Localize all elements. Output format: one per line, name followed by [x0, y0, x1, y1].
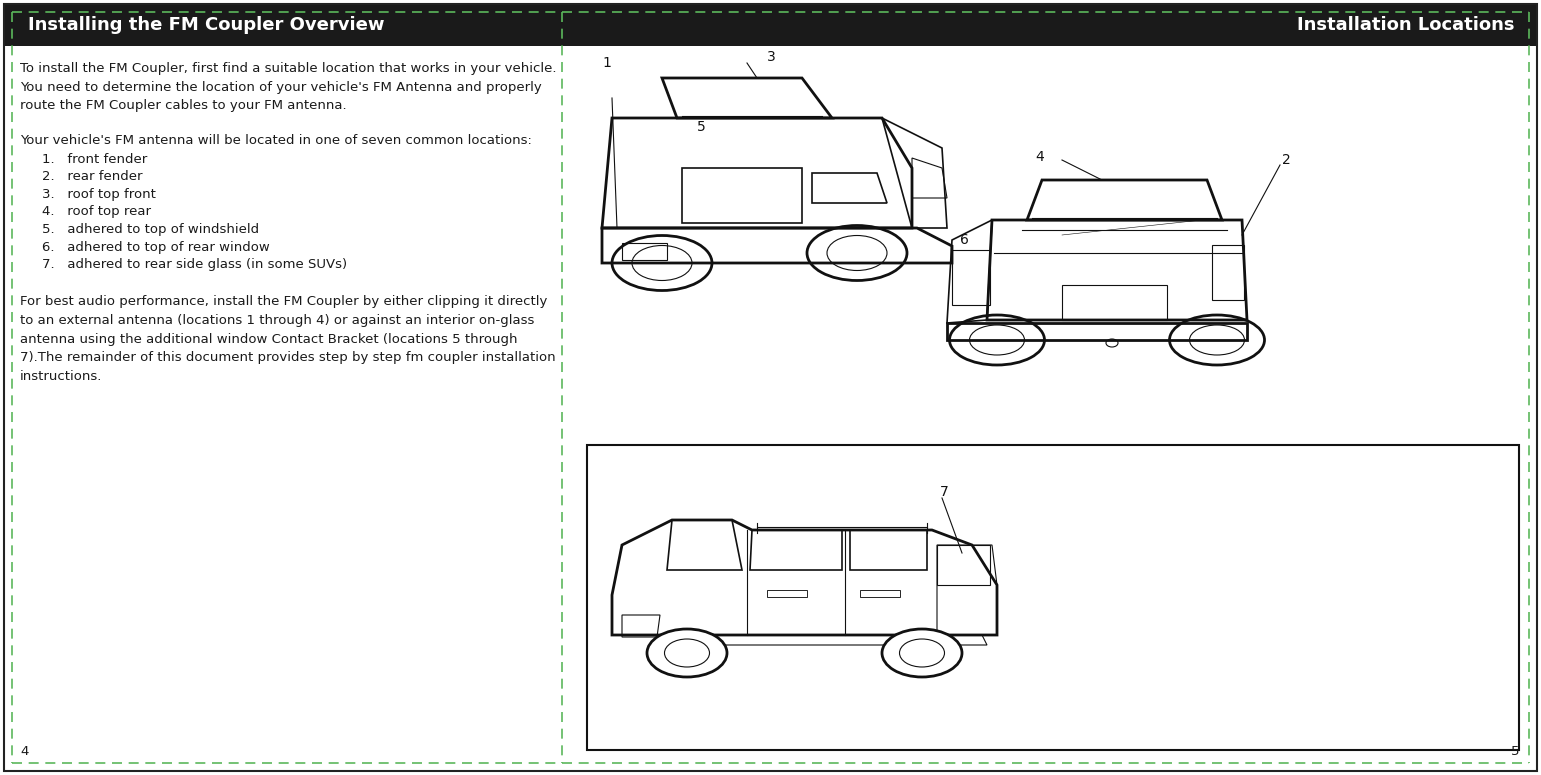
Text: 3: 3	[767, 50, 775, 64]
Text: 5: 5	[697, 120, 706, 134]
Bar	[587, 445, 1519, 750]
Text: For best audio performance, install the FM Coupler by either clipping it directl: For best audio performance, install the …	[20, 295, 556, 383]
Text: 4: 4	[20, 745, 28, 758]
Bar	[5, 4, 1536, 46]
Text: 1: 1	[603, 56, 612, 70]
Text: 6: 6	[960, 233, 969, 247]
Ellipse shape	[647, 629, 727, 677]
Text: 5.   adhered to top of windshield: 5. adhered to top of windshield	[42, 223, 259, 236]
Text: To install the FM Coupler, first find a suitable location that works in your veh: To install the FM Coupler, first find a …	[20, 62, 556, 112]
Ellipse shape	[881, 629, 962, 677]
Text: 7: 7	[940, 485, 949, 499]
Text: 4: 4	[1036, 150, 1043, 164]
Text: 2: 2	[1282, 153, 1291, 167]
Text: Installation Locations: Installation Locations	[1298, 16, 1515, 34]
Text: 7.   adhered to rear side glass (in some SUVs): 7. adhered to rear side glass (in some S…	[42, 258, 347, 271]
Text: 1.   front fender: 1. front fender	[42, 153, 148, 166]
Text: 6.   adhered to top of rear window: 6. adhered to top of rear window	[42, 240, 270, 253]
Text: Installing the FM Coupler Overview: Installing the FM Coupler Overview	[28, 16, 385, 34]
Text: 4.   roof top rear: 4. roof top rear	[42, 205, 151, 219]
Text: 3.   roof top front: 3. roof top front	[42, 188, 156, 201]
Text: Your vehicle's FM antenna will be located in one of seven common locations:: Your vehicle's FM antenna will be locate…	[20, 134, 532, 147]
Text: 5: 5	[1510, 745, 1519, 758]
Text: 2.   rear fender: 2. rear fender	[42, 170, 142, 184]
